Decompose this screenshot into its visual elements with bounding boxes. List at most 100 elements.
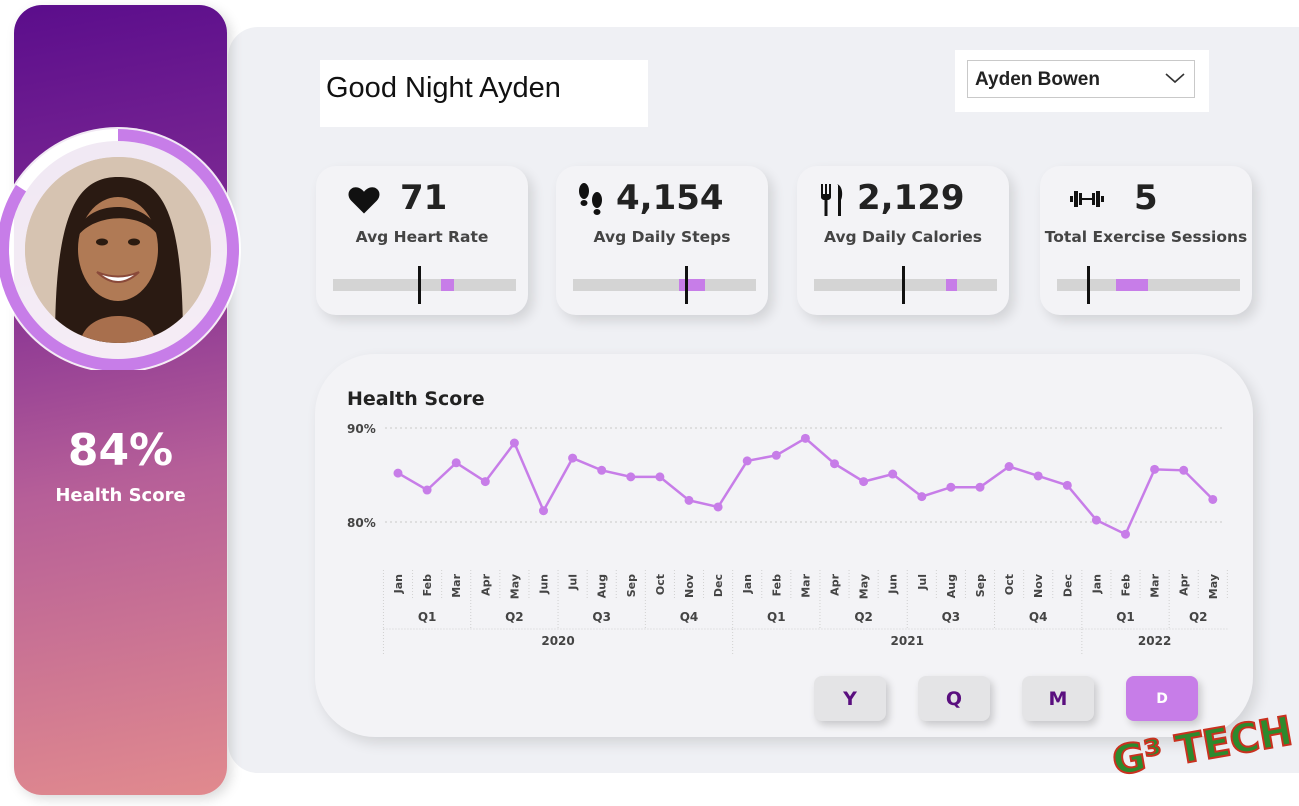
greeting-text: Good Night Ayden bbox=[320, 60, 648, 127]
series-line bbox=[397, 436, 1214, 536]
data-point bbox=[539, 506, 548, 516]
x-tick-month: Sep bbox=[625, 574, 638, 597]
x-tick-month: Oct bbox=[1003, 574, 1016, 595]
x-tick-month: Dec bbox=[1061, 574, 1074, 597]
kpi-progress-fill bbox=[440, 279, 454, 291]
data-point bbox=[509, 438, 519, 448]
kpi-progress-fill bbox=[945, 279, 957, 291]
data-point bbox=[1033, 471, 1043, 481]
kpi-target-marker bbox=[684, 266, 688, 304]
y-tick-label: 80% bbox=[347, 516, 376, 530]
x-tick-month: Jun bbox=[538, 574, 551, 595]
kpi-card-daily-steps: 4,154 Avg Daily Steps bbox=[556, 166, 768, 315]
x-tick-month: Nov bbox=[683, 573, 696, 598]
x-tick-month: Aug bbox=[596, 574, 609, 598]
x-tick-month: Jan bbox=[741, 574, 754, 594]
granularity-year-button[interactable]: Y bbox=[814, 676, 886, 721]
heart-icon bbox=[348, 187, 380, 214]
data-point bbox=[946, 482, 956, 492]
chart-title: Health Score bbox=[347, 388, 485, 410]
x-tick-month: May bbox=[1207, 574, 1220, 599]
x-tick-month: Jul bbox=[567, 574, 580, 591]
data-point bbox=[655, 472, 665, 482]
health-score-value: 84% bbox=[67, 425, 174, 476]
kpi-label: Avg Daily Calories bbox=[824, 228, 982, 246]
x-tick-year: 2020 bbox=[541, 634, 574, 648]
sidebar-panel bbox=[14, 5, 227, 795]
kpi-target-marker bbox=[902, 266, 906, 304]
kpi-card-exercise-sessions: 5 Total Exercise Sessions bbox=[1040, 166, 1252, 315]
health-score-chart-card: Health Score 80% 90% Jan Feb Mar Apr May Jun Jul… bbox=[315, 354, 1253, 737]
x-tick-quarter: Q4 bbox=[1029, 610, 1048, 624]
kpi-progress-track bbox=[814, 266, 997, 304]
granularity-month-button[interactable]: M bbox=[1022, 676, 1094, 721]
x-tick-month: Apr bbox=[479, 573, 492, 595]
kpi-label: Avg Heart Rate bbox=[355, 228, 489, 246]
x-tick-month: Nov bbox=[1032, 573, 1045, 598]
x-tick-year: 2021 bbox=[891, 634, 924, 648]
kpi-label: Total Exercise Sessions bbox=[1044, 228, 1248, 246]
chevron-down-icon bbox=[1165, 73, 1185, 84]
data-point bbox=[1062, 480, 1072, 490]
x-tick-month: May bbox=[508, 574, 521, 599]
x-tick-month: Aug bbox=[945, 574, 958, 598]
data-point bbox=[684, 495, 694, 505]
avatar bbox=[0, 125, 245, 370]
data-point bbox=[888, 469, 898, 479]
x-tick-month: Mar bbox=[450, 573, 463, 597]
health-score-chart: 80% 90% Jan Feb Mar Apr May Jun Jul Aug Sep Oct Nov D… bbox=[347, 422, 1228, 654]
x-tick-month: Jan bbox=[1090, 574, 1103, 594]
x-tick-quarter: Q1 bbox=[418, 610, 437, 624]
x-tick-quarter: Q1 bbox=[1116, 610, 1135, 624]
dumbbell-icon bbox=[1070, 191, 1104, 207]
data-point bbox=[771, 450, 781, 460]
x-tick-month: Apr bbox=[829, 573, 842, 595]
x-tick-quarter: Q4 bbox=[680, 610, 699, 624]
x-tick-quarter: Q1 bbox=[767, 610, 786, 624]
data-point bbox=[742, 456, 752, 466]
kpi-value: 2,129 bbox=[857, 178, 965, 218]
kpi-card-daily-calories: 2,129 Avg Daily Calories bbox=[797, 166, 1009, 315]
x-tick-month: Jan bbox=[392, 574, 405, 594]
data-point bbox=[1091, 515, 1101, 525]
x-tick-quarter: Q3 bbox=[592, 610, 611, 624]
user-select-dropdown[interactable]: Ayden Bowen bbox=[967, 60, 1195, 98]
data-point bbox=[1208, 494, 1218, 504]
kpi-progress-fill bbox=[1115, 279, 1149, 291]
kpi-value: 71 bbox=[400, 178, 448, 218]
kpi-progress-track bbox=[573, 266, 756, 304]
health-score-label: Health Score bbox=[55, 485, 186, 506]
kpi-value: 5 bbox=[1134, 178, 1158, 218]
data-point bbox=[597, 465, 607, 475]
kpi-progress-track bbox=[333, 266, 516, 304]
user-select-container: Ayden Bowen bbox=[955, 50, 1209, 112]
x-tick-month: Feb bbox=[770, 574, 783, 597]
data-point bbox=[830, 459, 839, 469]
kpi-progress-track bbox=[1057, 266, 1240, 304]
ring-progress bbox=[0, 129, 239, 370]
x-tick-month: Dec bbox=[712, 574, 725, 597]
x-tick-month: Oct bbox=[654, 574, 667, 595]
g3-tech-logo: G³ TECH bbox=[1108, 708, 1295, 778]
x-tick-month: May bbox=[858, 574, 871, 599]
data-point bbox=[859, 477, 869, 487]
x-tick-quarter: Q3 bbox=[942, 610, 961, 624]
data-point bbox=[626, 472, 636, 482]
data-point bbox=[975, 482, 985, 492]
kpi-label: Avg Daily Steps bbox=[593, 228, 731, 246]
x-tick-quarter: Q2 bbox=[505, 610, 524, 624]
x-tick-quarter: Q2 bbox=[854, 610, 873, 624]
data-point bbox=[1179, 465, 1189, 475]
footprints-icon bbox=[579, 183, 602, 215]
granularity-quarter-button[interactable]: Q bbox=[918, 676, 990, 721]
data-point bbox=[1004, 462, 1014, 472]
portrait-image bbox=[25, 157, 211, 343]
granularity-day-button[interactable]: D bbox=[1126, 676, 1198, 721]
x-tick-month: Feb bbox=[421, 574, 434, 597]
x-tick-quarter: Q2 bbox=[1189, 610, 1208, 624]
data-point bbox=[917, 492, 927, 502]
kpi-target-marker bbox=[1086, 266, 1090, 304]
data-point bbox=[713, 502, 723, 512]
x-tick-month: Jun bbox=[887, 574, 900, 595]
x-tick-month: Apr bbox=[1178, 573, 1191, 595]
